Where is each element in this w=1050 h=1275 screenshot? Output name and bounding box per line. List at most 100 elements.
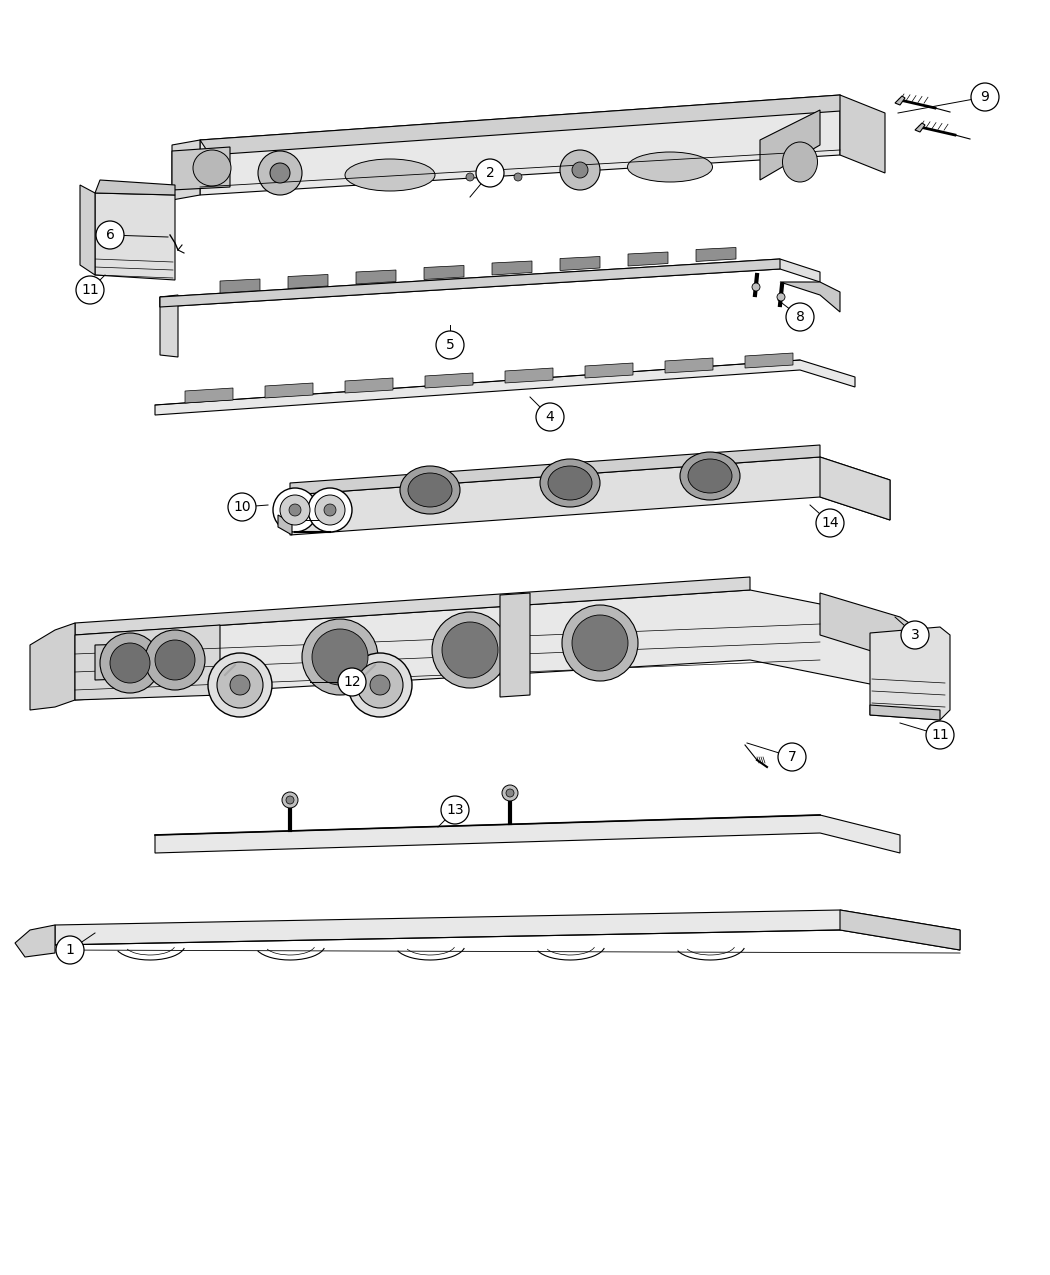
Circle shape <box>286 796 294 805</box>
Polygon shape <box>870 627 950 720</box>
Circle shape <box>436 332 464 360</box>
Ellipse shape <box>345 159 435 191</box>
Circle shape <box>926 720 954 748</box>
Circle shape <box>302 618 378 695</box>
Circle shape <box>752 283 760 291</box>
Text: 9: 9 <box>981 91 989 105</box>
Polygon shape <box>30 623 75 710</box>
Polygon shape <box>760 110 820 180</box>
Text: 11: 11 <box>81 283 99 297</box>
Circle shape <box>442 622 498 678</box>
Circle shape <box>357 662 403 708</box>
Ellipse shape <box>548 465 592 500</box>
Polygon shape <box>160 259 780 307</box>
Text: 1: 1 <box>65 944 75 958</box>
Polygon shape <box>585 363 633 377</box>
Circle shape <box>502 785 518 801</box>
Circle shape <box>778 743 806 771</box>
Circle shape <box>289 504 301 516</box>
Ellipse shape <box>680 453 740 500</box>
Polygon shape <box>290 445 820 495</box>
Polygon shape <box>80 185 94 275</box>
Circle shape <box>258 150 302 195</box>
Circle shape <box>155 640 195 680</box>
Circle shape <box>786 303 814 332</box>
Polygon shape <box>15 924 55 958</box>
Circle shape <box>514 173 522 181</box>
Circle shape <box>536 403 564 431</box>
Text: 4: 4 <box>546 411 554 425</box>
Circle shape <box>572 615 628 671</box>
Circle shape <box>56 936 84 964</box>
Circle shape <box>282 792 298 808</box>
Polygon shape <box>172 147 230 190</box>
Circle shape <box>338 668 366 696</box>
Circle shape <box>370 674 390 695</box>
Circle shape <box>308 488 352 532</box>
Polygon shape <box>746 353 793 368</box>
Polygon shape <box>290 456 890 536</box>
Circle shape <box>312 629 367 685</box>
Ellipse shape <box>782 142 818 182</box>
Polygon shape <box>915 122 925 133</box>
Polygon shape <box>840 96 885 173</box>
Polygon shape <box>345 377 393 393</box>
Polygon shape <box>424 265 464 279</box>
Polygon shape <box>185 388 233 403</box>
Polygon shape <box>155 360 855 414</box>
Circle shape <box>491 173 499 181</box>
Circle shape <box>110 643 150 683</box>
Ellipse shape <box>540 459 600 507</box>
Polygon shape <box>895 96 905 105</box>
Circle shape <box>971 83 999 111</box>
Circle shape <box>76 275 104 303</box>
Polygon shape <box>200 96 840 195</box>
Text: 5: 5 <box>445 338 455 352</box>
Circle shape <box>217 662 262 708</box>
Polygon shape <box>820 593 920 660</box>
Text: 3: 3 <box>910 629 920 643</box>
Polygon shape <box>356 270 396 284</box>
Polygon shape <box>628 252 668 266</box>
Polygon shape <box>75 590 900 700</box>
Ellipse shape <box>408 473 452 507</box>
Polygon shape <box>75 625 220 700</box>
Polygon shape <box>155 815 900 853</box>
Ellipse shape <box>688 459 732 493</box>
Polygon shape <box>220 279 260 293</box>
Circle shape <box>560 150 600 190</box>
Text: 6: 6 <box>106 228 114 242</box>
Circle shape <box>270 163 290 184</box>
Polygon shape <box>840 910 960 950</box>
Polygon shape <box>425 374 472 388</box>
Text: 13: 13 <box>446 803 464 817</box>
Polygon shape <box>560 256 600 270</box>
Text: 8: 8 <box>796 310 804 324</box>
Text: 2: 2 <box>485 166 495 180</box>
Ellipse shape <box>400 465 460 514</box>
Polygon shape <box>75 578 750 635</box>
Polygon shape <box>500 593 530 697</box>
Polygon shape <box>172 140 200 200</box>
Polygon shape <box>820 456 890 520</box>
Circle shape <box>777 293 785 301</box>
Polygon shape <box>94 180 175 195</box>
Text: 14: 14 <box>821 516 839 530</box>
Polygon shape <box>696 247 736 261</box>
Polygon shape <box>160 259 820 307</box>
Text: 12: 12 <box>343 674 361 688</box>
Text: 7: 7 <box>788 750 796 764</box>
Text: 10: 10 <box>233 500 251 514</box>
Circle shape <box>572 162 588 179</box>
Circle shape <box>100 632 160 694</box>
Circle shape <box>816 509 844 537</box>
Circle shape <box>280 495 310 525</box>
Circle shape <box>441 796 469 824</box>
Circle shape <box>208 653 272 717</box>
Ellipse shape <box>628 152 713 182</box>
Polygon shape <box>278 515 292 536</box>
Polygon shape <box>200 96 855 156</box>
Circle shape <box>145 630 205 690</box>
Polygon shape <box>780 282 840 312</box>
Circle shape <box>562 606 638 681</box>
